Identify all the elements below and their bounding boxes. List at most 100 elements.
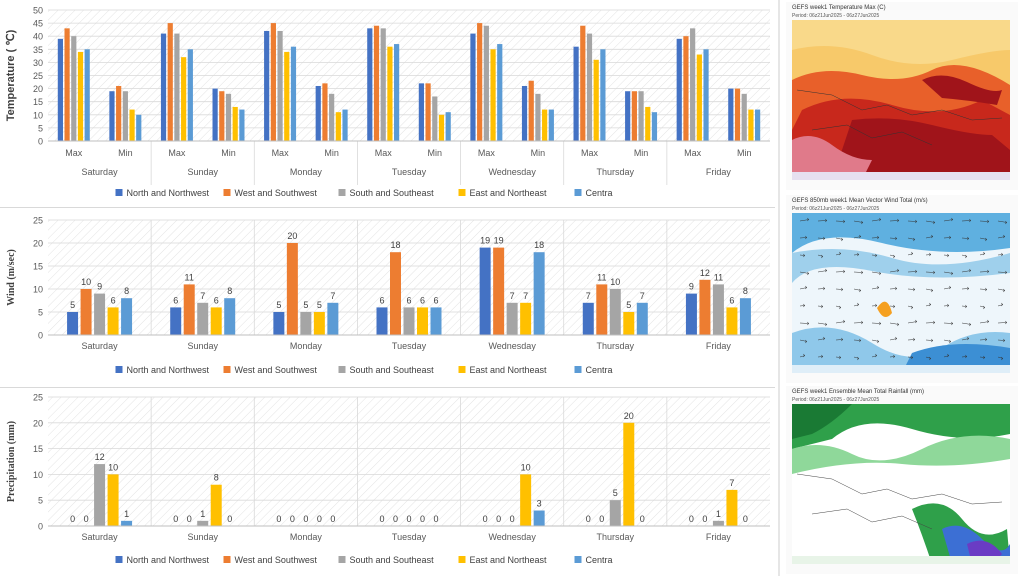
x-category-label: Monday [290, 532, 323, 542]
wind-arrow [925, 356, 932, 359]
wind-arrow-head [986, 319, 990, 324]
wind-arrow [817, 322, 828, 325]
wind-arrow [871, 287, 880, 290]
wind-arrow-head [968, 322, 972, 327]
wind-arrow [943, 254, 950, 256]
wind-arrow-head [1002, 338, 1006, 343]
wind-arrow [961, 356, 968, 358]
wind-arrow [853, 339, 862, 341]
bar-east-and-northeast-saturday [107, 307, 119, 335]
bar-east-and-northeast-wednesday [520, 474, 532, 526]
wind-arrow [961, 270, 972, 273]
bar-south-and-southeast-tuesday-max [380, 28, 386, 142]
data-label: 11 [185, 272, 194, 282]
wind-arrow [997, 304, 1004, 307]
wind-arrow-head [1000, 252, 1004, 257]
data-label: 8 [227, 286, 232, 296]
wind-arrow-head [984, 237, 988, 242]
data-label: 5 [613, 488, 618, 498]
wind-arrow [907, 305, 914, 308]
data-label: 0 [187, 514, 192, 524]
legend-label: North and Northwest [127, 365, 210, 375]
wind-arrow-head [966, 336, 970, 341]
bar-west-and-southwest-tuesday [390, 252, 401, 335]
wind-arrow-head [950, 217, 954, 222]
data-label: 7 [523, 291, 528, 301]
wind-arrow [979, 339, 988, 341]
bar-centra-monday-min [342, 109, 348, 141]
wind-arrow [799, 322, 810, 324]
x-subcategory-label: Max [375, 148, 393, 158]
data-label: 0 [406, 514, 411, 524]
bar-west-and-southwest-thursday-min [631, 91, 637, 141]
wind-arrow [979, 237, 988, 240]
bar-east-and-northeast-tuesday-max [387, 46, 393, 141]
wind-arrow [835, 288, 844, 290]
bar-south-and-southeast-thursday-max [586, 33, 593, 141]
bar-south-and-southeast-tuesday-min [432, 96, 438, 141]
bar-north-and-northwest-wednesday-min [521, 85, 528, 141]
x-subcategory-label: Max [684, 148, 702, 158]
wind-arrow [835, 339, 844, 341]
bar-south-and-southeast-monday [300, 312, 312, 335]
bar-south-and-southeast-sunday-max [174, 33, 180, 141]
legend-label: East and Northeast [470, 555, 548, 565]
wind-arrow [925, 339, 934, 341]
data-label: 7 [640, 291, 645, 301]
bar-west-and-southwest-wednesday-min [528, 80, 534, 141]
wind-arrow-head [964, 354, 968, 359]
wind-arrow-head [964, 304, 968, 309]
bar-west-and-southwest-tuesday-min [425, 83, 431, 141]
wind-arrow-head [838, 355, 842, 360]
bar-north-and-northwest-sunday-max [160, 33, 167, 141]
wind-arrow [817, 288, 826, 290]
y-tick-label: 5 [38, 496, 43, 506]
wind-arrow-head [858, 234, 862, 239]
bar-east-and-northeast-tuesday [417, 307, 428, 335]
legend-swatch [223, 366, 231, 373]
wind-arrow-head [946, 353, 950, 358]
wind-arrow-head [824, 322, 828, 327]
legend-label: North and Northwest [127, 188, 210, 198]
wind-arrow [799, 339, 808, 342]
wind-arrow [943, 237, 952, 239]
wind-arrow-head [986, 269, 990, 274]
wind-map-image [792, 213, 1010, 373]
wind-arrow [871, 305, 878, 307]
bar-east-and-northeast-wednesday-min [542, 109, 548, 141]
bar-east-and-northeast-sunday-max [181, 57, 187, 141]
bar-west-and-southwest-sunday-max [167, 23, 173, 142]
wind-arrow-head [914, 269, 918, 274]
wind-arrow-head [928, 302, 932, 307]
wind-arrow [871, 355, 878, 358]
wind-arrow [835, 253, 842, 256]
bar-north-and-northwest-monday-min [315, 85, 321, 141]
wind-arrow-head [860, 270, 864, 275]
wind-arrow-head [858, 288, 862, 293]
data-label: 5 [626, 300, 631, 310]
wind-arrow-head [878, 271, 882, 276]
wind-arrow [853, 271, 864, 273]
wind-arrow [817, 305, 824, 307]
bar-centra-sunday [224, 298, 236, 335]
wind-arrow-head [946, 303, 950, 308]
wind-arrow [853, 356, 860, 359]
bar-north-and-northwest-sunday [170, 307, 182, 335]
bar-north-and-northwest-thursday-max [573, 46, 579, 141]
data-label: 0 [599, 514, 604, 524]
wind-arrow-head [946, 253, 950, 258]
data-label: 0 [173, 514, 178, 524]
wind-arrow [943, 287, 952, 290]
x-subcategory-label: Min [428, 148, 443, 158]
wind-arrow-head [860, 320, 864, 325]
y-axis-label: Precipitation (mm) [6, 421, 17, 502]
legend-label: Centra [586, 365, 613, 375]
data-label: 8 [743, 286, 748, 296]
wind-arrow-head [930, 338, 934, 343]
data-label: 1 [124, 509, 129, 519]
bar-south-and-southeast-wednesday-min [535, 93, 541, 141]
wind-arrow-head [806, 271, 810, 276]
bar-north-and-northwest-saturday-min [109, 91, 115, 141]
x-category-label: Thursday [597, 341, 635, 351]
